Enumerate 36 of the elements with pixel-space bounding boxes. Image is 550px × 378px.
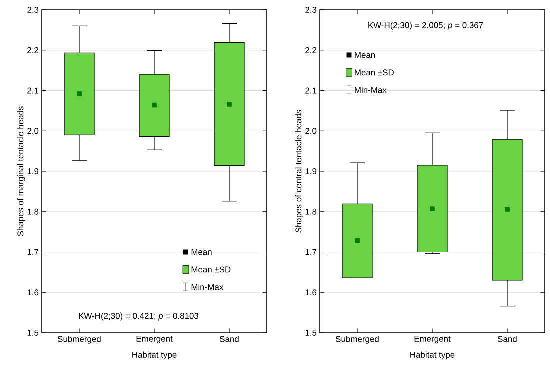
y-tick-label: 2.2 bbox=[306, 47, 317, 54]
annotation: Min-Max bbox=[355, 86, 387, 94]
y-tick-label: 2.3 bbox=[28, 7, 39, 13]
x-tick-label: Emergent bbox=[414, 336, 451, 344]
y-tick-label: 1.7 bbox=[306, 249, 317, 256]
annotation: KW-H(2;30) = 2.005; p = 0.367 bbox=[368, 22, 484, 30]
y-tick-label: 1.7 bbox=[28, 249, 39, 256]
x-tick-label: Sand bbox=[220, 336, 239, 342]
annotation: Mean ±SD bbox=[192, 266, 231, 273]
x-tick-label: Submerged bbox=[336, 336, 379, 344]
y-tick-label: 1.5 bbox=[28, 330, 39, 336]
x-tick-label: Sand bbox=[498, 336, 517, 342]
y-tick-label: 1.6 bbox=[28, 290, 39, 296]
y-tick-label: 2.3 bbox=[306, 7, 317, 13]
y-tick-label: 1.9 bbox=[28, 168, 39, 174]
annotation: Mean ±SD bbox=[355, 70, 394, 76]
annotation: Mean bbox=[192, 249, 212, 256]
x-axis-title: Habitat type bbox=[410, 352, 455, 360]
y-tick-label: 2.1 bbox=[306, 88, 317, 94]
x-tick-label: Emergent bbox=[136, 336, 173, 344]
y-tick-label: 1.5 bbox=[306, 330, 317, 336]
y-tick-label: 1.6 bbox=[306, 290, 317, 296]
x-axis-title: Habitat type bbox=[132, 352, 177, 360]
y-tick-label: 2.0 bbox=[306, 128, 317, 134]
y-tick-label: 1.9 bbox=[306, 168, 317, 174]
x-tick-label: Submerged bbox=[58, 336, 101, 344]
y-tick-label: 1.8 bbox=[306, 208, 317, 215]
annotation: Mean bbox=[355, 52, 376, 58]
y-tick-label: 1.8 bbox=[28, 208, 39, 215]
y-tick-label: 2.0 bbox=[28, 128, 39, 134]
y-axis-title: Shapes of central tentacle heads bbox=[295, 110, 304, 233]
y-tick-label: 2.2 bbox=[28, 47, 39, 54]
annotation: Min-Max bbox=[192, 284, 224, 290]
y-axis-title: Shapes of marginal tentacle heads bbox=[17, 106, 26, 236]
y-tick-label: 2.1 bbox=[28, 88, 39, 94]
annotation: KW-H(2;30) = 0.421; p = 0.8103 bbox=[79, 312, 199, 321]
